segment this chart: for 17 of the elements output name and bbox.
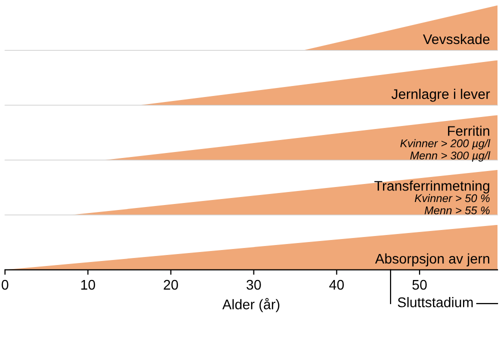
annotation: Vevsskade (423, 34, 490, 44)
annotation: Menn > 55 % (424, 206, 490, 214)
annotation: Jernlagre i lever (392, 88, 490, 102)
x-tick-label: 10 (81, 280, 96, 290)
x-tick-label: 50 (412, 280, 427, 290)
x-tick-label: 30 (246, 280, 261, 290)
x-tick-label: 40 (329, 280, 344, 290)
x-tick-label: 20 (164, 280, 178, 290)
annotation: Transferrinmetning (374, 180, 490, 194)
annotation: Menn > 300 µg/l (410, 151, 490, 162)
annotation: Absorpsjon av jern (375, 253, 490, 266)
annotation: Kvinner > 50 % (414, 194, 490, 202)
x-axis-title: Alder (år) (222, 298, 280, 312)
ref-line-label: Sluttstadium (398, 297, 473, 308)
annotation: Kvinner > 200 µg/l (400, 139, 490, 150)
x-tick-label: 0 (2, 280, 8, 290)
annotation: Ferritin (448, 126, 490, 136)
